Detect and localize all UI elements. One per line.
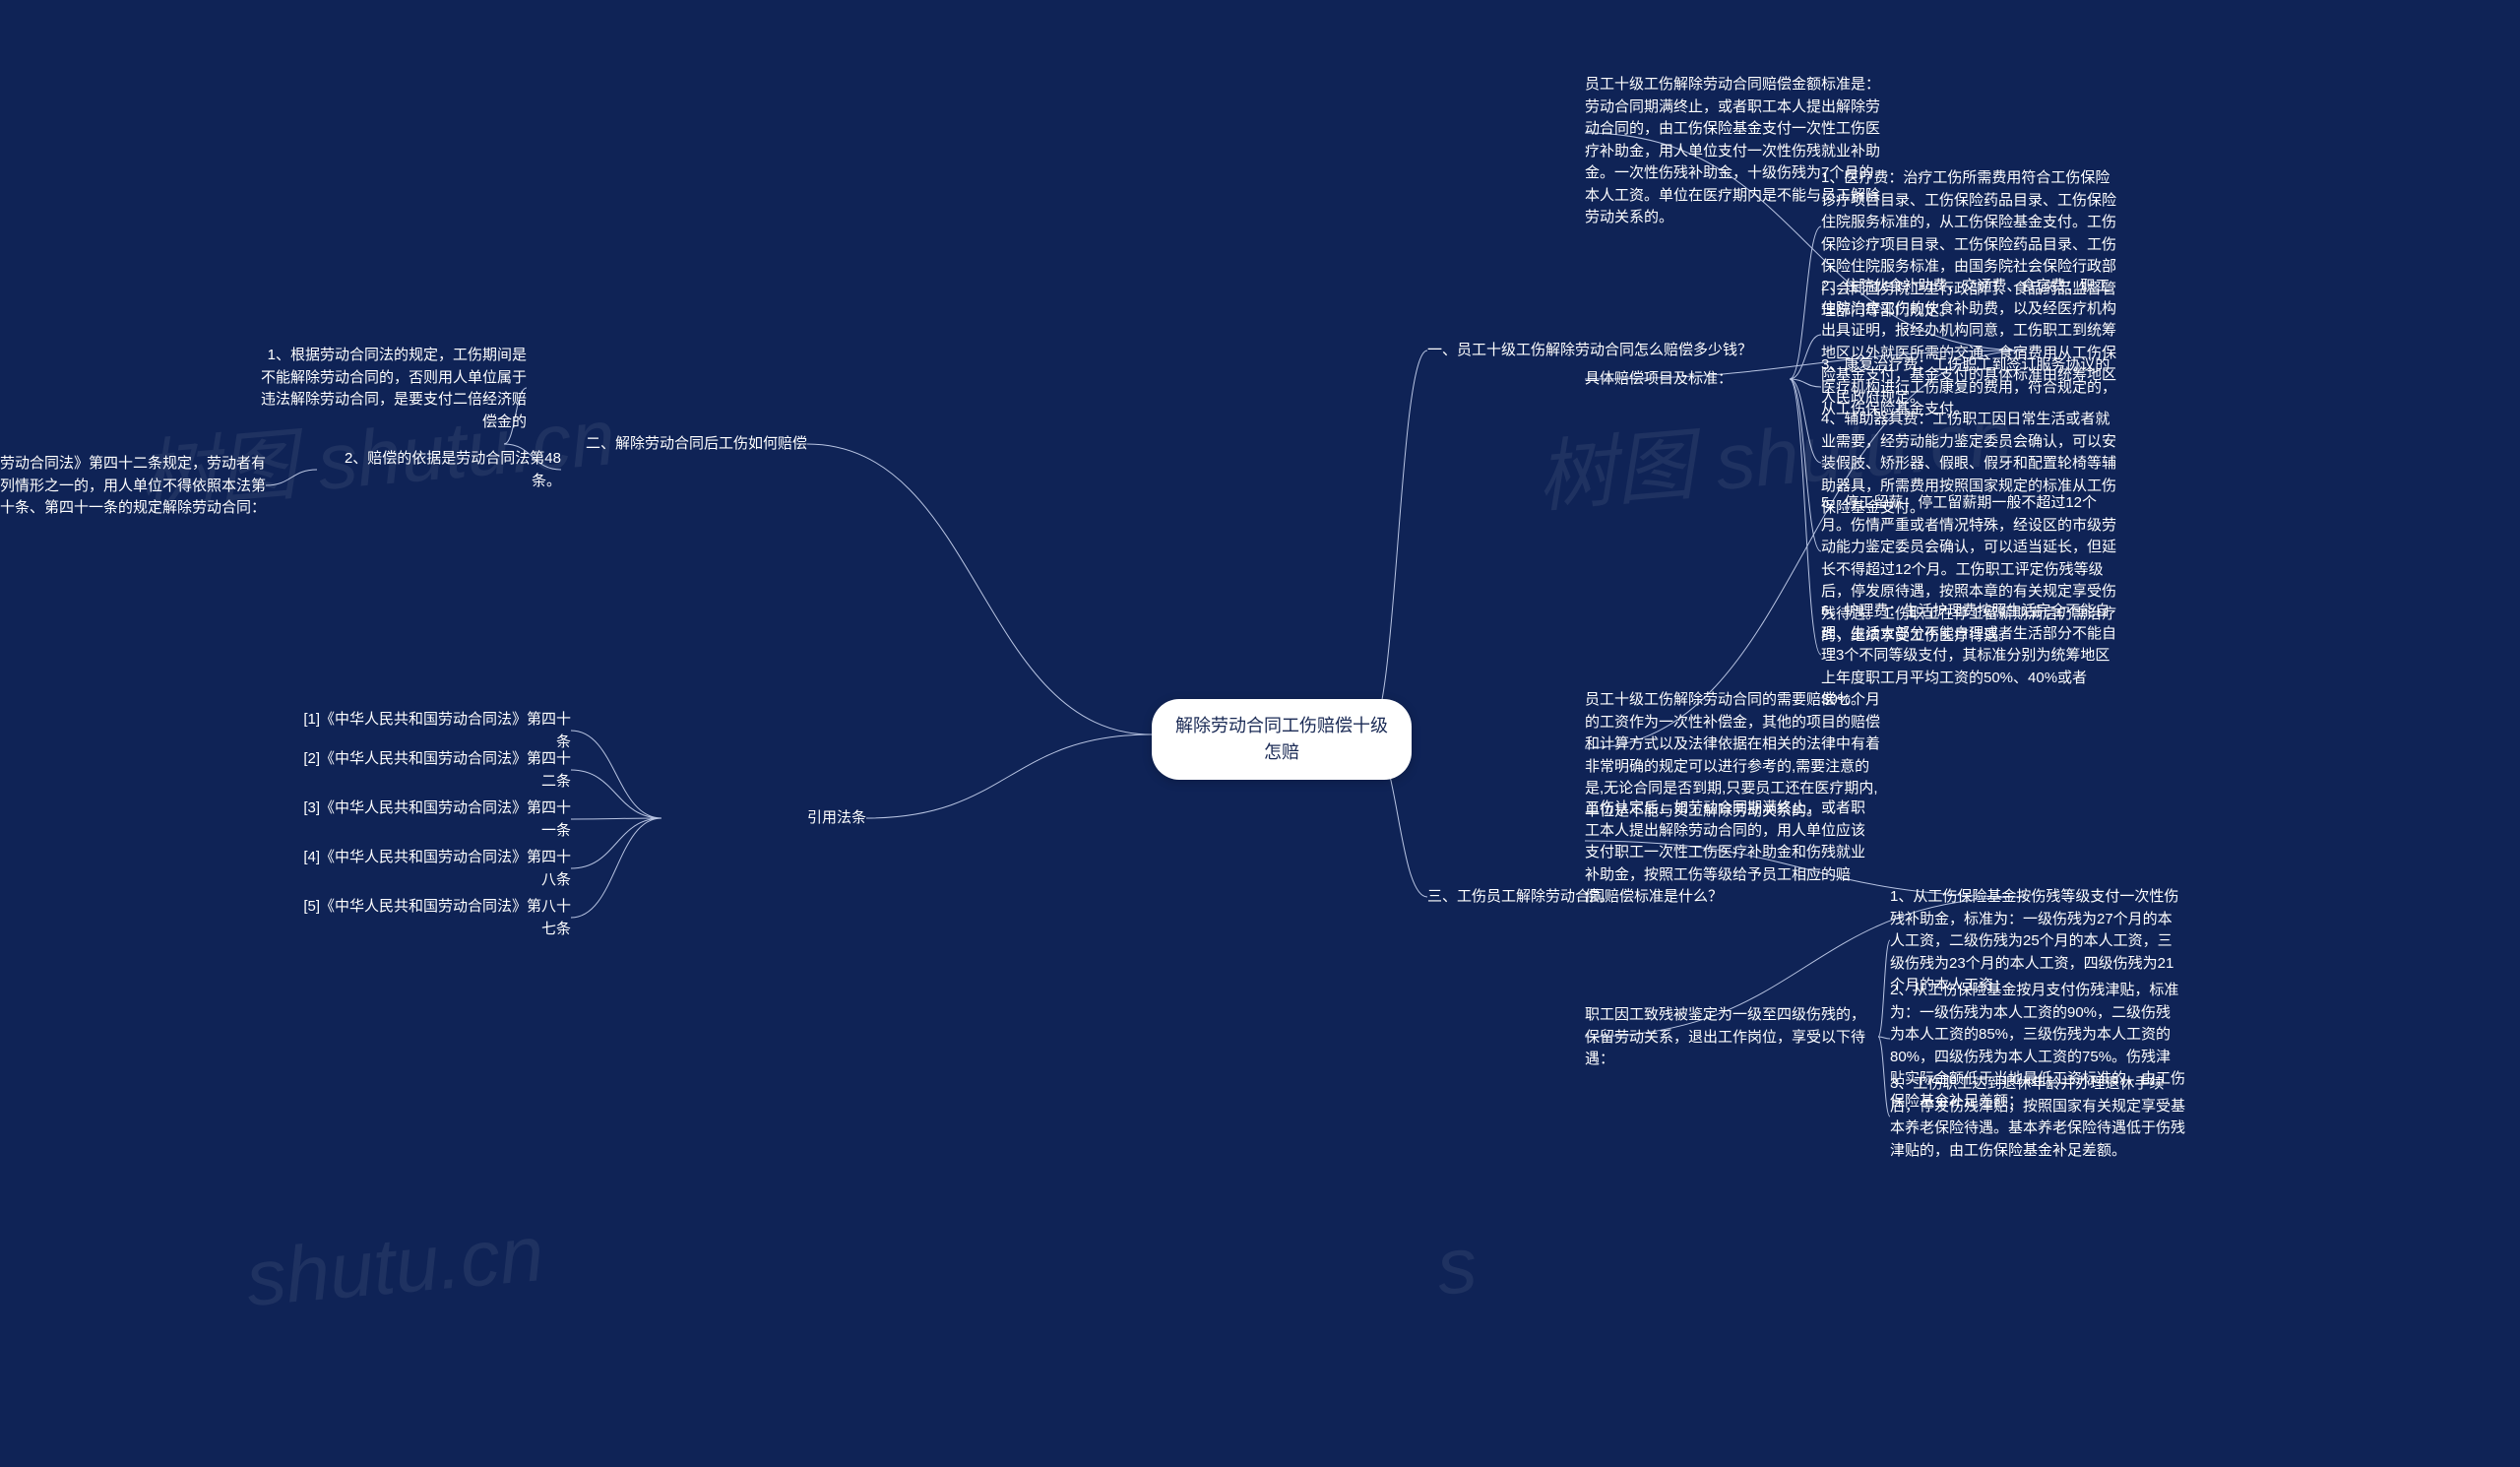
watermark: s <box>1433 1219 1480 1312</box>
edge <box>807 444 1152 734</box>
mindmap-node[interactable]: 《劳动合同法》第四十二条规定，劳动者有下列情形之一的，用人单位不得依照本法第四十… <box>0 453 266 520</box>
mindmap-node[interactable]: 3、工伤职工达到退休年龄并办理退休手续后，停发伤残津贴，按照国家有关规定享受基本… <box>1890 1073 2185 1162</box>
edge <box>1878 1037 1890 1039</box>
mindmap-node[interactable]: 工伤认定后，如劳动合同期满终止，或者职工本人提出解除劳动合同的，用人单位应该支付… <box>1585 797 1870 909</box>
mindmap-node[interactable]: 职工因工致残被鉴定为一级至四级伤残的，保留劳动关系，退出工作岗位，享受以下待遇： <box>1585 1004 1870 1071</box>
edge <box>1790 379 1821 463</box>
edge <box>571 818 662 868</box>
watermark: shutu.cn <box>243 1208 547 1324</box>
center-node[interactable]: 解除劳动合同工伤赔偿十级怎赔 <box>1152 699 1412 780</box>
edge <box>1878 940 1890 1037</box>
mindmap-node[interactable]: 具体赔偿项目及标准： <box>1585 368 1782 391</box>
edge <box>571 731 662 818</box>
edge <box>1878 1037 1890 1116</box>
edge <box>1790 379 1821 387</box>
mindmap-node[interactable]: [3]《中华人民共和国劳动合同法》第四十一条 <box>295 797 571 842</box>
edge <box>571 818 662 819</box>
edge <box>571 818 662 918</box>
mindmap-node[interactable]: 1、根据劳动合同法的规定，工伤期间是不能解除劳动合同的，否则用人单位属于违法解除… <box>261 345 527 433</box>
edge <box>1790 379 1821 551</box>
mindmap-node[interactable]: [1]《中华人民共和国劳动合同法》第四十条 <box>295 709 571 753</box>
edge <box>866 734 1152 818</box>
mindmap-node[interactable]: 2、赔偿的依据是劳动合同法第48条。 <box>325 448 561 492</box>
mindmap-node[interactable]: [4]《中华人民共和国劳动合同法》第四十八条 <box>295 847 571 891</box>
edge <box>1368 351 1427 734</box>
edge <box>266 470 317 485</box>
edge <box>1790 379 1821 655</box>
mindmap-node[interactable]: [5]《中华人民共和国劳动合同法》第八十七条 <box>295 896 571 940</box>
edge <box>571 770 662 818</box>
mindmap-node[interactable]: 引用法条 <box>669 807 866 830</box>
mindmap-node[interactable]: [2]《中华人民共和国劳动合同法》第四十二条 <box>295 748 571 793</box>
